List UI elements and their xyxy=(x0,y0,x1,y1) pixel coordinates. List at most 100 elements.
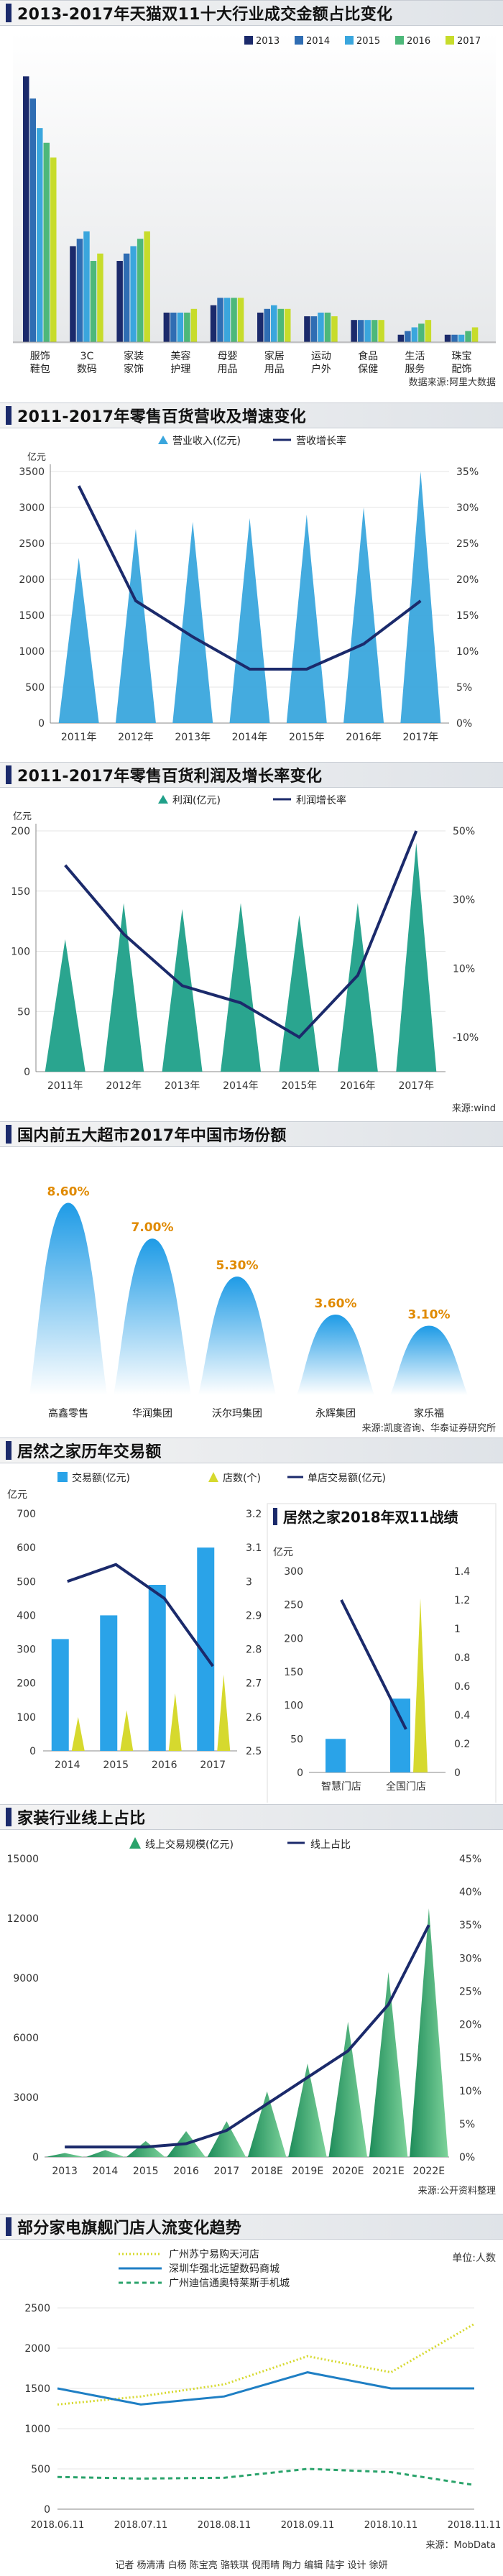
category-label: 珠宝 xyxy=(452,351,472,362)
bar xyxy=(343,507,384,723)
bar xyxy=(90,261,97,342)
x-tick-label: 2020E xyxy=(332,2166,364,2177)
bar xyxy=(337,903,378,1072)
bar xyxy=(396,842,437,1072)
legend-label: 店数(个) xyxy=(223,1473,261,1484)
bar xyxy=(364,320,371,342)
x-tick-label: 2018.08.11 xyxy=(198,2520,251,2531)
y-tick-label: 300 xyxy=(17,1644,36,1656)
y2-tick-label: 0.2 xyxy=(454,1739,470,1750)
category-label: 美容 xyxy=(170,350,190,362)
x-tick-label: 2015 xyxy=(103,1760,129,1771)
x-tick-label: 2017 xyxy=(214,2166,240,2177)
bar xyxy=(351,320,357,342)
bar xyxy=(126,2140,165,2157)
bar xyxy=(357,320,364,342)
y2-tick-label: 20% xyxy=(456,574,479,586)
y2-tick-label: 15% xyxy=(456,610,479,622)
category-label: 鞋包 xyxy=(30,364,50,375)
y-tick-label: 1500 xyxy=(19,610,45,622)
x-tick-label: 2017 xyxy=(200,1760,226,1771)
inset-accent-bar xyxy=(273,1508,277,1525)
y2-tick-label: 0.8 xyxy=(454,1652,470,1664)
y-tick-label: 15000 xyxy=(6,1854,39,1865)
x-tick-label: 2018.06.11 xyxy=(31,2520,84,2531)
bar xyxy=(410,1908,448,2157)
bar xyxy=(71,1716,85,1751)
bar xyxy=(23,76,29,343)
bar xyxy=(285,308,291,342)
x-tick-label: 2015年 xyxy=(282,1080,318,1092)
bar xyxy=(264,308,270,342)
y-tick-label: 500 xyxy=(25,682,45,694)
category-label: 母婴 xyxy=(218,351,238,362)
x-tick-label: 2018.11.11 xyxy=(448,2520,501,2531)
bar xyxy=(304,316,310,342)
header-accent-bar xyxy=(6,765,11,784)
bar xyxy=(184,312,190,342)
y-tick-label: 6000 xyxy=(13,2033,39,2044)
legend-swatch xyxy=(158,795,168,804)
y-tick-label: 200 xyxy=(284,1633,303,1644)
header-accent-bar xyxy=(6,1808,11,1826)
bar xyxy=(369,1972,408,2157)
bar xyxy=(43,142,50,342)
bar xyxy=(37,128,43,342)
x-tick-label: 2013年 xyxy=(165,1080,200,1092)
bar xyxy=(198,1276,276,1395)
y2-tick-label: 30% xyxy=(459,1953,481,1964)
x-tick-label: 2015年 xyxy=(289,732,325,743)
legend-swatch xyxy=(158,436,168,444)
y2-tick-label: 30% xyxy=(453,895,475,906)
bar xyxy=(413,1598,428,1772)
bar xyxy=(277,308,284,342)
credits-footer: 记者 杨清清 白杨 陈宝亮 骆轶琪 倪雨晴 陶力 编辑 陆宇 设计 徐妍 xyxy=(115,2560,388,2571)
bar xyxy=(45,2153,84,2157)
x-tick-label: 2022E xyxy=(413,2166,445,2177)
bar xyxy=(444,334,451,342)
bar xyxy=(247,2091,287,2157)
category-label: 数码 xyxy=(77,364,97,375)
x-tick-label: 2014年 xyxy=(232,732,268,743)
y2-tick-label: 1 xyxy=(454,1624,461,1635)
y-tick-label: 400 xyxy=(17,1610,36,1622)
bar xyxy=(229,518,270,723)
y2-tick-label: 3 xyxy=(246,1576,252,1588)
bar xyxy=(390,1698,410,1772)
y-tick-label: 3000 xyxy=(13,2092,39,2104)
category-label: 食品 xyxy=(358,350,378,362)
bar xyxy=(271,305,277,342)
bar xyxy=(331,316,338,342)
chart-title: 2013-2017年天猫双11十大行业成交金额占比变化 xyxy=(17,6,393,24)
legend-label: 2013 xyxy=(256,36,280,47)
source-note: 来源:凯度咨询、华泰证券研究所 xyxy=(362,1422,496,1434)
bar xyxy=(190,308,198,342)
section-store-traffic: 部分家电旗舰门店人流变化趋势 单位:人数 广州苏宁易购天河店 深圳华强北远望数码商城… xyxy=(0,2214,503,2551)
category-label: 服饰 xyxy=(30,351,50,362)
header-industry-share: 2013-2017年天猫双11十大行业成交金额占比变化 xyxy=(0,0,503,26)
y2-tick-label: 0% xyxy=(459,2152,475,2163)
bar xyxy=(405,331,411,342)
y-tick-label: 0 xyxy=(24,1067,30,1078)
x-tick-label: 2016年 xyxy=(340,1080,376,1092)
header-accent-bar xyxy=(6,406,11,425)
y2-tick-label: 0.6 xyxy=(454,1681,470,1693)
x-tick-label: 2019E xyxy=(292,2166,323,2177)
header-accent-bar xyxy=(6,1441,11,1460)
bar xyxy=(86,2150,125,2157)
bar xyxy=(217,298,223,342)
x-tick-label: 全国门店 xyxy=(386,1780,426,1793)
bar xyxy=(115,529,156,723)
x-tick-label: 2014 xyxy=(55,1760,80,1771)
y-tick-label: 0 xyxy=(297,1767,303,1779)
bar xyxy=(50,157,57,343)
legend-label: 交易额(亿元) xyxy=(72,1472,130,1484)
line-series xyxy=(77,485,422,671)
y-tick-label: 0 xyxy=(29,1746,36,1757)
chart-title: 2011-2017年零售百货利润及增长率变化 xyxy=(17,768,323,786)
line-series xyxy=(67,1563,214,1668)
category-label: 家居 xyxy=(264,350,285,362)
x-tick-label: 2014 xyxy=(93,2166,119,2177)
